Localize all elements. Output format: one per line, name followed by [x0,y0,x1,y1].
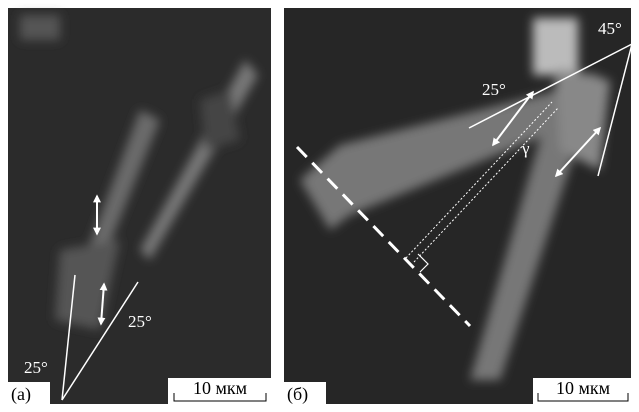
scale-label: 10 мкм [193,378,247,398]
panel-label: (б) [287,384,308,405]
angle-label: 45° [598,19,622,38]
symbol-label: γ [521,139,530,158]
angle-label: 25° [24,358,48,377]
figure: 25° 25° (а) 10 мкм 25° 45° γ (б) 10 мкм [0,0,639,407]
angle-label: 25° [128,312,152,331]
panel-a: 25° 25° (а) 10 мкм [8,8,271,405]
scale-label: 10 мкм [556,378,610,398]
angle-label: 25° [482,80,506,99]
panel-b: 25° 45° γ (б) 10 мкм [284,8,632,405]
panel-label: (а) [11,384,31,405]
micrograph [8,8,271,404]
